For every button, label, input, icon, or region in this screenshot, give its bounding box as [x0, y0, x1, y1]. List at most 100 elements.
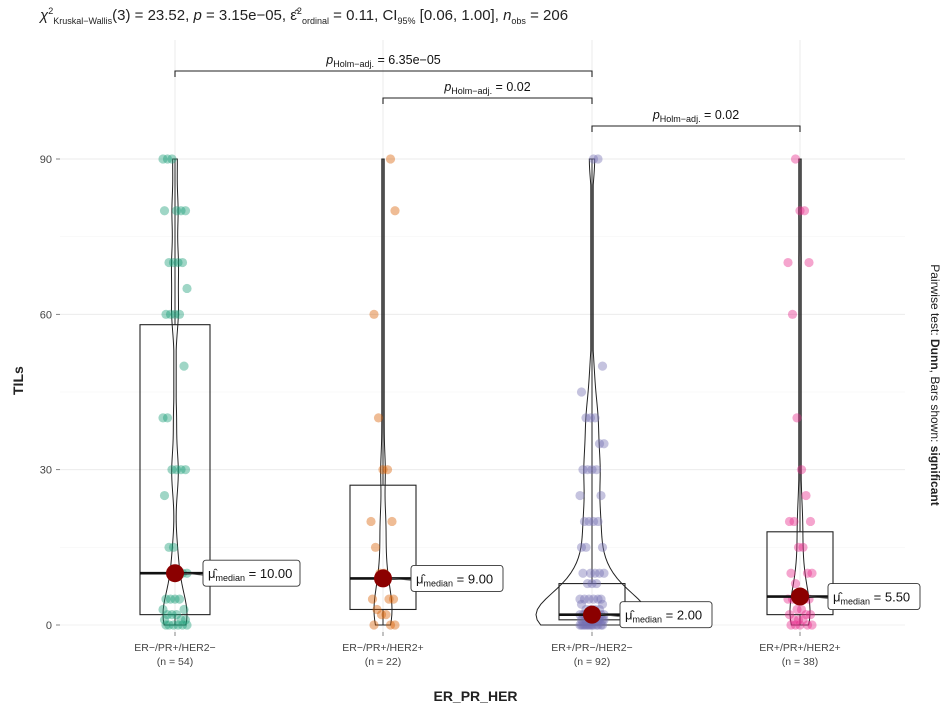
- data-point-0: [173, 257, 183, 268]
- data-point-3: [783, 257, 793, 268]
- data-point-1: [381, 610, 391, 620]
- violin-2: [535, 158, 649, 626]
- data-point-2: [584, 594, 594, 604]
- data-point-3: [801, 610, 811, 620]
- data-point-3: [784, 610, 795, 620]
- data-point-2: [588, 154, 599, 164]
- data-point-1: [388, 594, 399, 604]
- data-point-3: [798, 542, 808, 552]
- data-point-2: [597, 361, 608, 371]
- chi-sup: 2: [48, 6, 54, 16]
- data-point-2: [596, 490, 606, 501]
- p-symbol: p: [193, 7, 202, 24]
- data-point-3: [793, 542, 804, 552]
- median-label-leader-1: [391, 578, 412, 581]
- data-point-2: [578, 465, 588, 475]
- chart-caption: Pairwise test: Dunn, Bars shown: signifi…: [928, 264, 942, 505]
- data-point-3: [804, 257, 814, 268]
- data-point-3: [805, 516, 816, 527]
- y-tick-label: 60: [40, 309, 52, 321]
- median-label-1: μ̂median = 9.00: [416, 571, 493, 588]
- data-point-1: [385, 154, 396, 164]
- median-label-box-1: [410, 564, 504, 592]
- data-point-0: [182, 620, 192, 630]
- data-point-2: [581, 542, 591, 552]
- data-point-2: [597, 542, 608, 552]
- data-point-3: [790, 154, 801, 164]
- median-label-leader-2: [600, 614, 621, 618]
- x-tick-label-3: ER+/PR+/HER2+: [759, 642, 840, 654]
- data-point-1: [390, 206, 400, 216]
- data-point-0: [167, 465, 177, 475]
- data-point-1: [372, 604, 382, 615]
- data-point-3: [792, 413, 802, 423]
- data-point-1: [369, 309, 379, 319]
- data-point-2: [579, 620, 590, 630]
- caption-prefix: Pairwise test:: [928, 264, 942, 339]
- data-point-0: [176, 615, 186, 625]
- data-point-2: [579, 516, 590, 527]
- data-point-0: [180, 465, 191, 475]
- median-label-2: μ̂median = 2.00: [625, 608, 702, 625]
- data-point-0: [174, 309, 185, 319]
- data-point-3: [786, 568, 796, 578]
- data-point-2: [575, 594, 585, 604]
- significance-label-1: pHolm−adj. = 0.02: [443, 80, 530, 96]
- ci-value: [0.06, 1.00],: [415, 7, 504, 24]
- data-point-0: [164, 542, 174, 552]
- data-point-3: [787, 309, 798, 319]
- data-point-0: [165, 309, 176, 319]
- data-point-0: [159, 615, 170, 625]
- p-value: = 3.15e−05,: [201, 7, 291, 24]
- data-point-0: [161, 594, 171, 604]
- x-tick-label-2: ER+/PR−/HER2−: [551, 642, 632, 654]
- data-point-0: [162, 610, 173, 620]
- data-point-0: [158, 604, 168, 615]
- caption-test: Dunn: [928, 339, 942, 370]
- data-point-0: [162, 413, 173, 423]
- median-label-0: μ̂median = 10.00: [208, 566, 292, 583]
- caption-bars: significant: [928, 445, 942, 506]
- data-point-0: [171, 206, 182, 216]
- chart-subtitle: χ2Kruskal−Wallis(3) = 23.52, p = 3.15e−0…: [40, 6, 568, 26]
- data-point-1: [382, 465, 393, 475]
- epsilon-value: = 0.11, CI: [328, 7, 398, 24]
- data-point-2: [597, 620, 608, 630]
- ci-sub: 95%: [397, 16, 416, 26]
- significance-bracket-2: [591, 125, 801, 132]
- n-sub: obs: [511, 16, 526, 26]
- data-point-0: [174, 594, 185, 604]
- data-point-0: [168, 257, 179, 268]
- data-point-0: [164, 257, 174, 268]
- data-point-2: [579, 594, 590, 604]
- data-point-3: [790, 578, 801, 589]
- x-tick-n-1: (n = 22): [365, 656, 401, 668]
- data-point-3: [802, 568, 813, 578]
- data-point-1: [366, 516, 376, 527]
- data-point-0: [170, 309, 180, 319]
- mean-point-2: [583, 605, 601, 624]
- data-point-3: [798, 615, 808, 625]
- x-tick-label-1: ER−/PR+/HER2+: [342, 642, 423, 654]
- y-axis-label: TILs: [10, 366, 26, 395]
- data-point-3: [805, 610, 816, 620]
- data-point-2: [575, 490, 585, 501]
- data-point-2: [587, 465, 597, 475]
- data-point-2: [585, 568, 596, 578]
- data-point-2: [597, 599, 608, 609]
- significance-bracket-1: [382, 97, 593, 104]
- data-point-0: [165, 594, 176, 604]
- data-point-0: [176, 206, 186, 216]
- data-point-2: [599, 439, 609, 449]
- data-point-3: [795, 620, 805, 630]
- mean-point-3: [791, 587, 809, 606]
- caption-middle: , Bars shown:: [928, 369, 942, 446]
- data-point-2: [576, 542, 587, 552]
- data-point-0: [177, 257, 188, 268]
- data-point-0: [158, 413, 168, 423]
- data-point-1: [378, 465, 388, 475]
- data-point-2: [576, 387, 587, 397]
- data-point-0: [161, 309, 171, 319]
- data-point-2: [576, 599, 587, 609]
- mean-point-0: [166, 564, 184, 583]
